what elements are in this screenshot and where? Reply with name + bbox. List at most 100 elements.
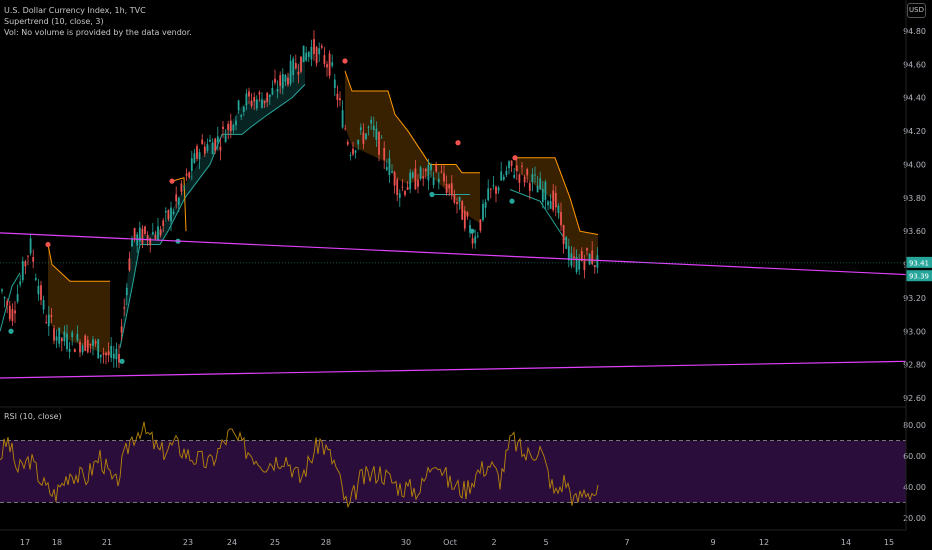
candle-body xyxy=(47,314,50,327)
signal-dot xyxy=(429,191,435,198)
candle-body xyxy=(81,345,84,353)
candle-body xyxy=(497,187,500,191)
time-axis-label: 23 xyxy=(183,538,193,547)
candle-body xyxy=(170,207,172,222)
candle-body xyxy=(307,51,310,58)
candle-body xyxy=(354,150,357,153)
candle-body xyxy=(583,260,586,271)
candle-body xyxy=(16,294,19,302)
candle-body xyxy=(240,115,243,117)
candle-body xyxy=(440,171,443,173)
candle-body xyxy=(123,307,126,309)
candle-body xyxy=(84,335,87,351)
candle-body xyxy=(76,333,79,341)
candle-body xyxy=(79,341,81,353)
candle-body xyxy=(214,138,217,151)
candle-body xyxy=(458,196,461,202)
time-axis-label: 2 xyxy=(491,538,496,547)
candle-body xyxy=(258,92,261,95)
candle-body xyxy=(237,100,240,111)
candle-body xyxy=(422,176,425,179)
candle-body xyxy=(536,185,539,193)
candle-body xyxy=(547,201,549,206)
candle-body xyxy=(92,339,94,347)
candle-body xyxy=(3,296,6,299)
candle-body xyxy=(235,120,237,126)
candle-body xyxy=(575,256,578,272)
candle-body xyxy=(11,309,14,322)
candle-body xyxy=(521,165,523,167)
candle-body xyxy=(593,264,596,268)
candle-body xyxy=(362,132,365,144)
candle-body xyxy=(580,250,583,261)
candle-body xyxy=(326,64,328,68)
candle-body xyxy=(495,186,497,194)
candle-body xyxy=(469,225,471,233)
candle-body xyxy=(435,164,438,172)
candle-body xyxy=(502,176,505,180)
candle-body xyxy=(385,167,388,170)
candle-body xyxy=(120,326,123,333)
candle-body xyxy=(211,142,214,155)
candle-body xyxy=(526,169,529,176)
candle-body xyxy=(63,331,66,342)
candle-body xyxy=(388,158,391,175)
candle-body xyxy=(242,106,245,112)
signal-dot xyxy=(455,140,461,146)
candle-body xyxy=(417,179,419,187)
candle-body xyxy=(313,39,315,55)
candle-body xyxy=(151,232,154,235)
candle-body xyxy=(315,47,318,64)
time-axis-label: 7 xyxy=(624,538,629,547)
time-axis-label: 17 xyxy=(20,538,30,547)
candle-body xyxy=(300,56,302,72)
candle-body xyxy=(297,71,300,75)
candle-body xyxy=(128,258,131,271)
candle-body xyxy=(310,46,313,60)
price-tick-label: 92.60 xyxy=(903,394,926,403)
candle-body xyxy=(157,226,159,241)
candle-body xyxy=(513,174,516,178)
currency-button[interactable]: USD xyxy=(907,3,926,18)
candle-body xyxy=(99,354,102,358)
candle-body xyxy=(383,147,386,160)
candle-body xyxy=(305,52,308,61)
candle-body xyxy=(349,155,352,156)
rsi-tick-label: 60.00 xyxy=(903,452,926,461)
price-tick-label: 93.20 xyxy=(903,294,926,303)
time-axis-label: 9 xyxy=(710,538,715,547)
candle-body xyxy=(336,93,339,101)
time-axis-label: 28 xyxy=(321,538,331,547)
candle-body xyxy=(463,210,466,229)
candle-body xyxy=(66,333,68,350)
signal-dot xyxy=(512,155,518,161)
signal-dot xyxy=(8,328,14,334)
candle-body xyxy=(398,193,401,198)
candle-body xyxy=(427,165,430,181)
candle-body xyxy=(453,194,456,203)
rsi-tick-label: 40.00 xyxy=(903,483,926,492)
candle-body xyxy=(573,256,575,259)
candle-body xyxy=(404,191,406,196)
candle-body xyxy=(68,348,71,352)
time-axis-label: 15 xyxy=(884,538,894,547)
price-tick-label: 93.60 xyxy=(903,227,926,236)
candle-body xyxy=(471,238,474,244)
candle-body xyxy=(448,184,451,189)
candle-body xyxy=(6,301,9,306)
candle-body xyxy=(229,120,232,132)
supertrend-legend: Supertrend (10, close, 3) xyxy=(4,17,104,26)
candle-body xyxy=(263,100,266,104)
candle-body xyxy=(27,255,29,257)
candle-body xyxy=(523,177,526,183)
candle-body xyxy=(154,234,157,240)
candle-body xyxy=(196,146,198,159)
candle-body xyxy=(73,348,76,353)
candle-body xyxy=(107,351,110,356)
candle-body xyxy=(34,278,37,281)
candle-body xyxy=(406,186,409,190)
candle-body xyxy=(476,235,479,237)
candle-body xyxy=(578,259,581,270)
time-axis-label: 5 xyxy=(543,538,548,547)
